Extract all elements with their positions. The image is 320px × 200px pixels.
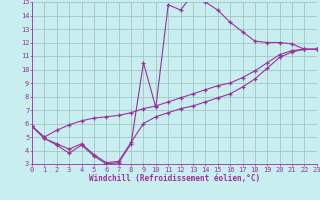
X-axis label: Windchill (Refroidissement éolien,°C): Windchill (Refroidissement éolien,°C) [89, 174, 260, 183]
